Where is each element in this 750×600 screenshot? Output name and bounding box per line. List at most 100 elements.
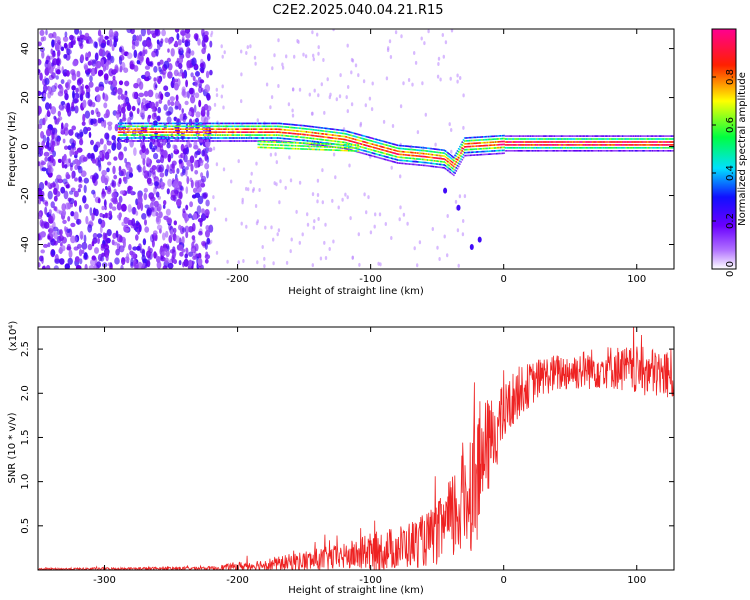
spectrogram-cell bbox=[200, 134, 203, 136]
spectrogram-cell bbox=[559, 141, 562, 143]
spectrogram-cell bbox=[137, 128, 139, 130]
spectrogram-cell bbox=[642, 141, 644, 143]
spectrogram-cell bbox=[155, 128, 157, 130]
spectrogram-cell bbox=[417, 149, 419, 151]
spectrogram-cell bbox=[230, 134, 232, 136]
spectrogram-cell bbox=[434, 142, 437, 147]
spectrogram-cell bbox=[338, 129, 340, 131]
spectrogram-cell bbox=[344, 132, 346, 135]
spectrogram-cell bbox=[546, 147, 549, 149]
spectrogram-cell bbox=[638, 138, 641, 140]
spectrogram-cell bbox=[201, 134, 204, 136]
spectrogram-cell bbox=[171, 140, 174, 142]
spectrogram-cell bbox=[60, 101, 66, 106]
spectrogram-cell bbox=[66, 183, 71, 189]
spectrogram-cell bbox=[344, 138, 346, 141]
spectrogram-cell bbox=[635, 138, 637, 140]
spectrogram-cell bbox=[262, 137, 265, 139]
spectrogram-cell bbox=[162, 232, 166, 241]
spectrogram-cell bbox=[393, 152, 395, 154]
spectrogram-cell bbox=[669, 147, 672, 149]
spectrogram-cell bbox=[486, 150, 489, 153]
spectrogram-cell bbox=[384, 144, 387, 146]
spectrogram-cell bbox=[410, 163, 412, 165]
spectrogram-cell bbox=[492, 141, 495, 143]
spectrogram-cell bbox=[463, 137, 466, 139]
spectrogram-cell bbox=[339, 132, 341, 134]
spectrogram-cell bbox=[241, 197, 244, 202]
spectrogram-cell bbox=[130, 257, 134, 267]
spectrogram-cell bbox=[330, 143, 333, 145]
spectrogram-cell bbox=[168, 131, 170, 133]
spectrogram-cell bbox=[82, 99, 87, 109]
spectrogram-cell bbox=[438, 160, 441, 163]
spectrogram-cell bbox=[378, 145, 381, 147]
spectrogram-cell bbox=[498, 146, 501, 149]
spectrogram-cell bbox=[317, 138, 320, 140]
spectrogram-cell bbox=[47, 164, 52, 174]
spectrogram-cell bbox=[473, 145, 476, 148]
spectrogram-cell bbox=[410, 160, 412, 163]
spectrogram-cell bbox=[222, 134, 224, 136]
spectrogram-cell bbox=[267, 131, 270, 133]
spectrogram-cell bbox=[423, 155, 425, 158]
spectrogram-cell bbox=[153, 140, 156, 142]
spectrogram-cell bbox=[426, 150, 429, 152]
spectrogram-cell bbox=[538, 135, 540, 137]
spectrogram-cell bbox=[159, 140, 162, 142]
spectrogram-cell bbox=[103, 144, 107, 152]
spectrogram-cell bbox=[128, 125, 131, 128]
spectrogram-cell bbox=[612, 138, 614, 140]
spectrogram-cell bbox=[183, 113, 187, 118]
spectrogram-cell bbox=[237, 131, 240, 133]
spectrogram-cell bbox=[262, 128, 265, 130]
spectrogram-cell bbox=[492, 153, 495, 155]
spectrogram-cell bbox=[372, 152, 375, 155]
spectrogram-cell bbox=[617, 135, 619, 137]
spectrogram-cell bbox=[262, 134, 265, 136]
spectrogram-cell bbox=[393, 143, 395, 146]
spectrogram-cell bbox=[165, 250, 170, 258]
spectrogram-cell bbox=[214, 140, 217, 142]
spectrogram-cell bbox=[146, 140, 149, 142]
spectrogram-cell bbox=[321, 138, 323, 141]
spectrogram-cell bbox=[205, 131, 207, 133]
spectrogram-cell bbox=[613, 135, 616, 137]
spectrogram-cell bbox=[78, 205, 82, 213]
spectrogram-cell bbox=[638, 147, 641, 149]
spectrogram-cell bbox=[542, 138, 545, 140]
spectrogram-cell bbox=[366, 148, 369, 150]
spectrogram-cell bbox=[625, 144, 628, 146]
spectrogram-cell bbox=[557, 144, 559, 146]
spectrogram-cell bbox=[163, 134, 165, 136]
spectrogram-cell bbox=[147, 122, 150, 125]
spectrogram-cell bbox=[359, 151, 362, 154]
spectrogram-cell bbox=[160, 93, 164, 101]
spectrogram-cell bbox=[331, 198, 334, 203]
spectrogram-cell bbox=[139, 50, 143, 57]
spectrogram-cell bbox=[191, 194, 197, 199]
spectrogram-cell bbox=[58, 235, 64, 242]
spectrogram-cell bbox=[608, 141, 611, 143]
spectrogram-cell bbox=[96, 261, 102, 268]
spectrogram-cell bbox=[515, 141, 517, 143]
spectrogram-cell bbox=[336, 146, 338, 149]
spectrogram-cell bbox=[261, 143, 264, 146]
spectrogram-cell bbox=[424, 164, 426, 167]
spectrogram-cell bbox=[364, 141, 367, 143]
spectrogram-cell bbox=[263, 131, 266, 133]
spectrogram-cell bbox=[294, 142, 297, 144]
spectrogram-cell bbox=[260, 122, 262, 125]
spectrogram-cell bbox=[332, 143, 334, 145]
spectrogram-cell bbox=[180, 134, 182, 136]
spectrogram-cell bbox=[625, 135, 628, 137]
spectrogram-cell bbox=[200, 125, 203, 128]
spectrogram-cell bbox=[247, 131, 249, 133]
spectrogram-cell bbox=[248, 128, 250, 130]
spectrogram-cell bbox=[478, 139, 480, 141]
spectrogram-cell bbox=[406, 163, 408, 165]
spectrogram-cell bbox=[171, 134, 174, 136]
spectrogram-cell bbox=[38, 212, 42, 218]
spectrogram-cell bbox=[580, 138, 582, 140]
spectrogram-cell bbox=[205, 128, 207, 130]
